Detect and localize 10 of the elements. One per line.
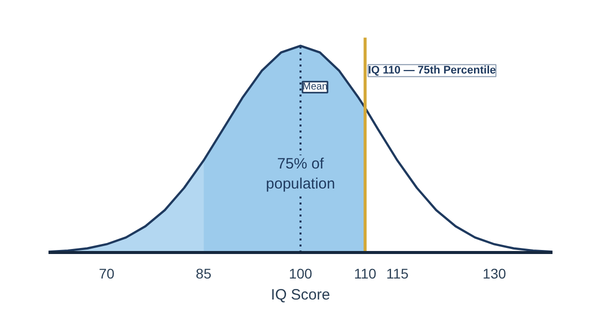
x-tick-label: 70 (98, 266, 115, 282)
annotation: 75% of population (266, 155, 336, 193)
x-axis-title: IQ Score (270, 286, 330, 304)
x-tick-label: 115 (386, 266, 409, 282)
x-tick-label: 85 (196, 266, 212, 282)
x-tick-label: 100 (288, 266, 312, 282)
ref-line-label: IQ 110 — 75th Percentile (368, 64, 496, 77)
ref-line-label: Mean (302, 82, 328, 93)
x-tick-label: 130 (482, 266, 506, 282)
x-tick-label: 110 (354, 266, 376, 282)
